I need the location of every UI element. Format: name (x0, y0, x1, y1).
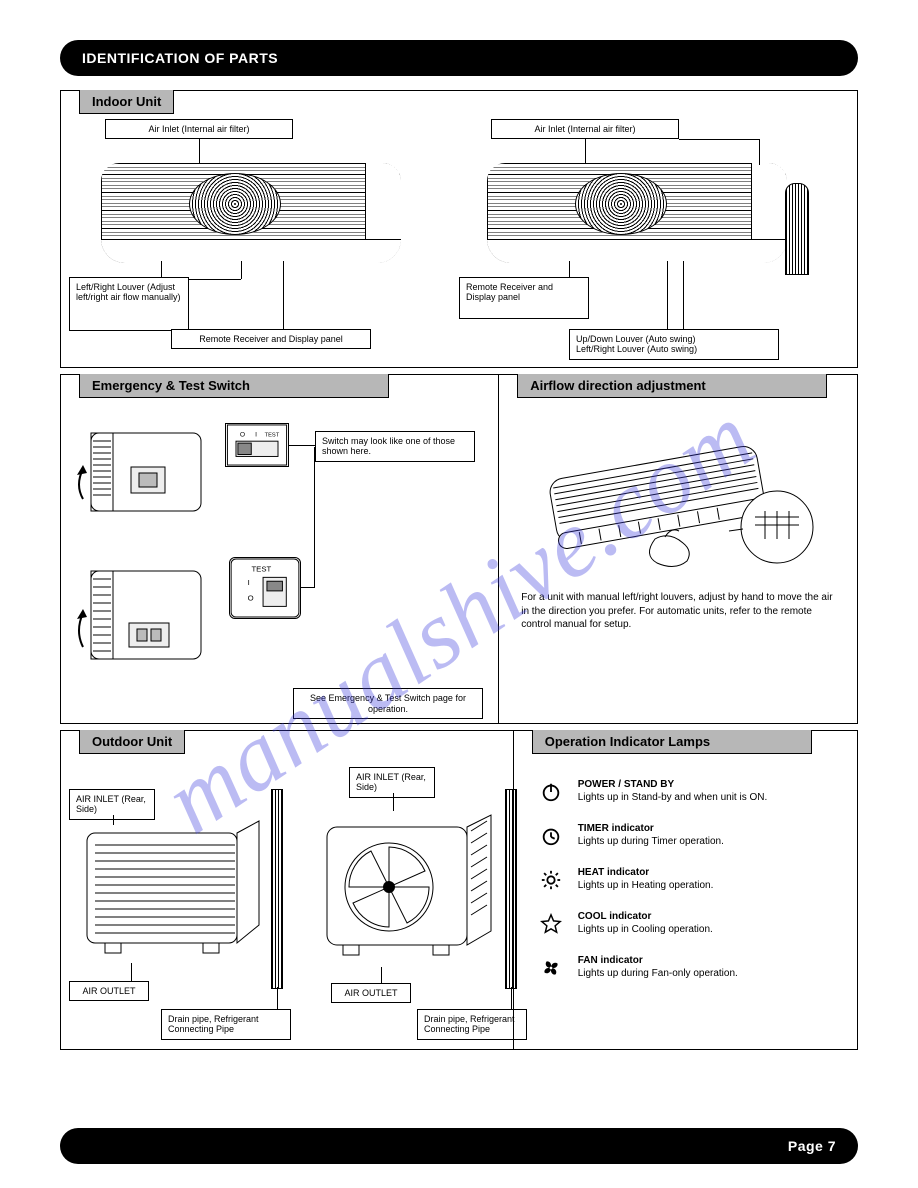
top-bar: IDENTIFICATION OF PARTS (60, 40, 858, 76)
section-indicator-title: Operation Indicator Lamps (532, 730, 812, 754)
leader-line (301, 587, 315, 588)
callout-inlet-right: Air Inlet (Internal air filter) (491, 119, 679, 139)
callout-outlet-right: AIR OUTLET (331, 983, 411, 1003)
emergency-note-1: Switch may look like one of those shown … (315, 431, 475, 462)
indicator-text: TIMER indicatorLights up during Timer op… (578, 823, 841, 848)
star-icon (538, 911, 564, 937)
power-icon (538, 779, 564, 805)
unit-side-sketch-2 (73, 553, 213, 673)
callout-inlet-left: Air Inlet (Internal air filter) (105, 119, 293, 139)
pipe-illustration (785, 183, 809, 275)
section-outdoor-unit-title: Outdoor Unit (79, 730, 185, 754)
leader-line (759, 139, 760, 165)
outdoor-unit-right (323, 809, 503, 977)
indoor-variant-left: Air Inlet (Internal air filter) Left/Rig… (61, 91, 459, 367)
leader-line (283, 261, 284, 329)
leader-line (393, 793, 394, 811)
section-emergency-switch: Emergency & Test Switch (60, 374, 498, 724)
callout-pipe-left: Drain pipe, Refrigerant Connecting Pipe (161, 1009, 291, 1040)
indicator-item: POWER / STAND BYLights up in Stand-by an… (538, 779, 841, 805)
callout-lr-louver-left: Left/Right Louver (Adjust left/right air… (69, 277, 189, 331)
leader-line (277, 987, 278, 1009)
indicator-text: COOL indicatorLights up in Cooling opera… (578, 911, 841, 936)
leader-line (313, 445, 314, 446)
switch-zoom-bottom: TEST I O (229, 557, 301, 619)
section-indoor-unit: Indoor Unit Air Inlet (Internal air filt… (60, 90, 858, 368)
callout-outlet-left: AIR OUTLET (69, 981, 149, 1001)
leader-line (161, 261, 162, 277)
unit-side-sketch (73, 415, 213, 525)
callout-pipe-right: Drain pipe, Refrigerant Connecting Pipe (417, 1009, 527, 1040)
indoor-unit-illustration (101, 163, 401, 263)
section-airflow-title: Airflow direction adjustment (517, 374, 827, 398)
leader-line (679, 139, 759, 140)
svg-text:O: O (240, 431, 245, 438)
leader-line (381, 967, 382, 983)
callout-inlet-out-right: AIR INLET (Rear, Side) (349, 767, 435, 798)
timer-icon (538, 823, 564, 849)
indicator-list: POWER / STAND BYLights up in Stand-by an… (538, 779, 841, 999)
callout-updown: Up/Down Louver (Auto swing) (576, 334, 696, 344)
callout-louvers-right: Up/Down Louver (Auto swing) Left/Right L… (569, 329, 779, 360)
svg-text:TEST: TEST (265, 432, 280, 438)
page-number: Page 7 (788, 1138, 836, 1154)
indoor-unit-illustration (487, 163, 787, 263)
outdoor-unit-left (81, 815, 271, 975)
svg-text:I: I (255, 431, 257, 438)
emergency-note-2: See Emergency & Test Switch page for ope… (293, 688, 483, 719)
indicator-item: FAN indicatorLights up during Fan-only o… (538, 955, 841, 981)
indicator-text: HEAT indicatorLights up in Heating opera… (578, 867, 841, 892)
section-indicator-lamps: Operation Indicator Lamps POWER / STAND … (513, 730, 858, 1050)
callout-panel-right: Remote Receiver and Display panel (459, 277, 589, 319)
callout-panel-left: Remote Receiver and Display panel (171, 329, 371, 349)
top-bar-title: IDENTIFICATION OF PARTS (82, 50, 278, 66)
callout-inlet-out-left: AIR INLET (Rear, Side) (69, 789, 155, 820)
airflow-sketch (525, 419, 825, 579)
leader-line (199, 139, 200, 165)
leader-line (314, 447, 315, 587)
section-airflow-adjust: Airflow direction adjustment (498, 374, 858, 724)
section-outdoor-unit: Outdoor Unit (60, 730, 513, 1050)
leader-line (189, 279, 241, 280)
indicator-item: COOL indicatorLights up in Cooling opera… (538, 911, 841, 937)
airflow-text: For a unit with manual left/right louver… (521, 591, 835, 632)
svg-text:TEST: TEST (251, 565, 271, 574)
callout-lr: Left/Right Louver (Auto swing) (576, 344, 697, 354)
leader-line (289, 445, 315, 446)
fan-icon (538, 955, 564, 981)
pipe-illustration (271, 789, 283, 989)
leader-line (113, 815, 114, 825)
leader-line (667, 261, 668, 329)
leader-line (131, 963, 132, 981)
leader-line (569, 261, 570, 277)
section-emergency-switch-title: Emergency & Test Switch (79, 374, 389, 398)
indicator-item: TIMER indicatorLights up during Timer op… (538, 823, 841, 849)
sun-icon (538, 867, 564, 893)
bottom-bar: Page 7 (60, 1128, 858, 1164)
indicator-text: FAN indicatorLights up during Fan-only o… (578, 955, 841, 980)
svg-text:O: O (248, 594, 254, 603)
switch-zoom-top: O I TEST (225, 423, 289, 467)
svg-text:I: I (248, 578, 250, 587)
indoor-variant-right: Air Inlet (Internal air filter) Remo (459, 91, 857, 367)
leader-line (241, 261, 242, 279)
leader-line (683, 261, 684, 329)
indicator-text: POWER / STAND BYLights up in Stand-by an… (578, 779, 841, 804)
leader-line (585, 139, 586, 165)
indicator-item: HEAT indicatorLights up in Heating opera… (538, 867, 841, 893)
